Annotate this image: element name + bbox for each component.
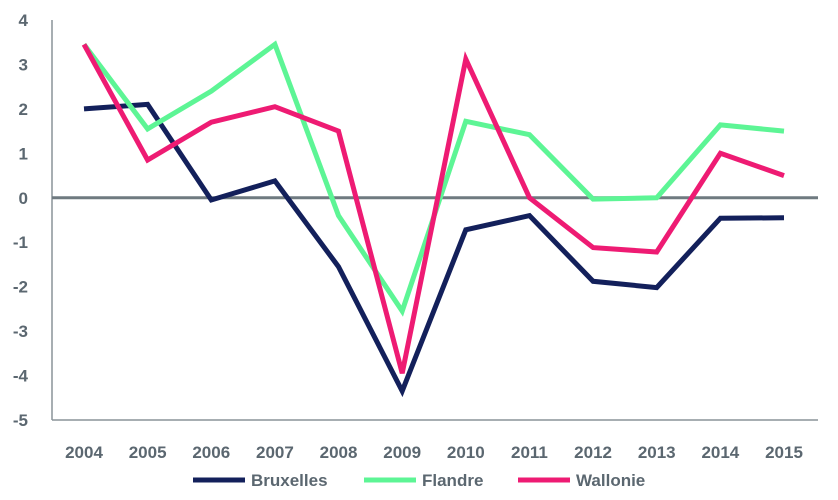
y-tick-label: 0 — [19, 189, 28, 208]
x-tick-label: 2012 — [574, 443, 612, 462]
legend: Bruxelles Flandre Wallonie — [193, 471, 645, 490]
x-tick-label: 2010 — [447, 443, 485, 462]
series-lines — [81, 40, 785, 398]
x-tick-labels: 2004 2005 2006 2007 2008 2009 2010 2011 2012 2013… — [65, 443, 803, 462]
x-tick-label: 2015 — [765, 443, 803, 462]
x-tick-label: 2007 — [256, 443, 294, 462]
y-tick-label: 2 — [19, 100, 28, 119]
legend-label: Wallonie — [576, 471, 645, 490]
y-tick-label: 1 — [19, 144, 28, 163]
legend-label: Flandre — [422, 471, 483, 490]
y-tick-label: 4 — [19, 11, 29, 30]
x-tick-label: 2008 — [320, 443, 358, 462]
x-tick-label: 2006 — [192, 443, 230, 462]
y-tick-labels: 4 3 2 1 0 -1 -2 -3 -4 -5 — [13, 11, 29, 430]
x-tick-label: 2009 — [383, 443, 421, 462]
series-line-bruxelles — [83, 101, 785, 398]
x-tick-label: 2013 — [638, 443, 676, 462]
legend-label: Bruxelles — [251, 471, 328, 490]
legend-item-wallonie: Wallonie — [518, 471, 645, 490]
series-line-wallonie — [81, 43, 785, 374]
x-tick-label: 2014 — [701, 443, 739, 462]
series-line-flandre — [82, 40, 785, 317]
x-tick-label: 2005 — [129, 443, 167, 462]
y-tick-label: -3 — [13, 322, 28, 341]
legend-item-flandre: Flandre — [364, 471, 483, 490]
y-tick-label: -5 — [13, 411, 28, 430]
legend-item-bruxelles: Bruxelles — [193, 471, 328, 490]
y-tick-label: -2 — [13, 278, 28, 297]
y-tick-label: -1 — [13, 233, 28, 252]
y-tick-label: -4 — [13, 367, 29, 386]
x-tick-label: 2004 — [65, 443, 103, 462]
x-tick-label: 2011 — [511, 443, 548, 462]
y-tick-label: 3 — [19, 55, 28, 74]
